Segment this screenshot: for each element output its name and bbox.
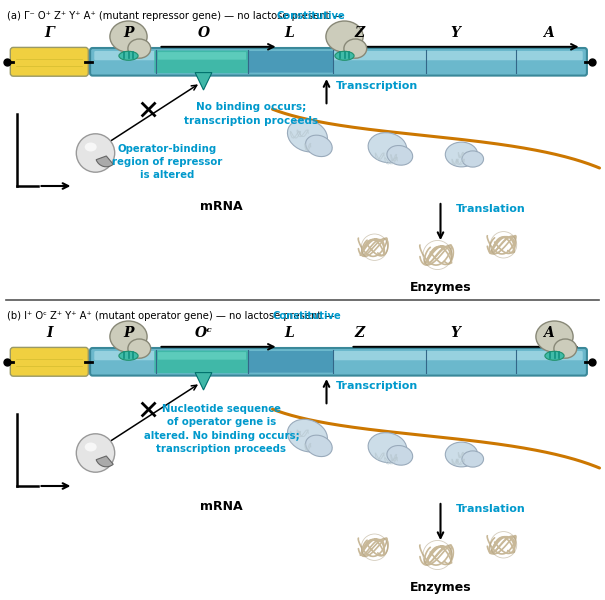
Wedge shape: [96, 156, 113, 167]
Text: Enzymes: Enzymes: [410, 581, 471, 595]
Text: Nucleotide sequence
of operator gene is
altered. No binding occurs;
transcriptio: Nucleotide sequence of operator gene is …: [143, 404, 299, 454]
Text: A: A: [543, 326, 554, 340]
Ellipse shape: [287, 119, 327, 152]
FancyBboxPatch shape: [158, 352, 246, 359]
Text: Y: Y: [451, 26, 460, 40]
FancyBboxPatch shape: [94, 351, 583, 360]
Ellipse shape: [462, 451, 483, 467]
Ellipse shape: [335, 52, 354, 61]
Text: Y: Y: [451, 326, 460, 340]
Text: Γ: Γ: [44, 26, 54, 40]
Text: Z: Z: [355, 26, 365, 40]
Text: P: P: [123, 326, 134, 340]
FancyBboxPatch shape: [154, 50, 250, 73]
Wedge shape: [96, 456, 113, 467]
Text: A: A: [543, 26, 554, 40]
Ellipse shape: [110, 21, 147, 52]
Text: I: I: [46, 326, 53, 340]
Text: (b) I⁺ Oᶜ Z⁺ Y⁺ A⁺ (mutant operator gene) — no lactose present —: (b) I⁺ Oᶜ Z⁺ Y⁺ A⁺ (mutant operator gene…: [7, 311, 338, 321]
Ellipse shape: [554, 339, 577, 358]
FancyBboxPatch shape: [248, 351, 333, 373]
Text: L: L: [284, 326, 294, 340]
FancyBboxPatch shape: [154, 350, 250, 373]
Ellipse shape: [536, 321, 573, 352]
FancyBboxPatch shape: [90, 48, 587, 76]
Ellipse shape: [445, 142, 478, 167]
Text: Translation: Translation: [456, 204, 525, 214]
Ellipse shape: [545, 352, 564, 360]
Circle shape: [76, 434, 115, 472]
FancyBboxPatch shape: [158, 52, 246, 59]
Text: (a) Γ⁻ O⁺ Z⁺ Y⁺ A⁺ (mutant repressor gene) — no lactose present —: (a) Γ⁻ O⁺ Z⁺ Y⁺ A⁺ (mutant repressor gen…: [7, 11, 346, 21]
Text: Operator-binding
region of repressor
is altered: Operator-binding region of repressor is …: [113, 144, 223, 180]
Ellipse shape: [85, 442, 97, 451]
Ellipse shape: [306, 435, 332, 457]
Text: Constitutive: Constitutive: [272, 311, 341, 321]
Text: O: O: [197, 26, 209, 40]
Text: No binding occurs;
transcription proceeds: No binding occurs; transcription proceed…: [185, 103, 319, 125]
Ellipse shape: [462, 151, 483, 167]
Text: Constitutive: Constitutive: [276, 11, 345, 21]
Ellipse shape: [287, 419, 327, 452]
Ellipse shape: [387, 146, 413, 165]
Text: mRNA: mRNA: [200, 200, 243, 214]
Ellipse shape: [326, 21, 363, 52]
Text: Transcription: Transcription: [336, 82, 417, 91]
Ellipse shape: [387, 446, 413, 465]
Circle shape: [76, 134, 115, 172]
Text: Oᶜ: Oᶜ: [194, 326, 212, 340]
Ellipse shape: [306, 135, 332, 157]
Ellipse shape: [368, 433, 407, 463]
FancyBboxPatch shape: [248, 51, 333, 73]
Ellipse shape: [344, 39, 367, 58]
Ellipse shape: [110, 321, 147, 352]
FancyBboxPatch shape: [90, 348, 587, 376]
Ellipse shape: [128, 39, 151, 58]
Text: P: P: [123, 26, 134, 40]
Text: mRNA: mRNA: [200, 500, 243, 514]
FancyBboxPatch shape: [10, 347, 88, 376]
Ellipse shape: [128, 339, 151, 358]
Text: L: L: [284, 26, 294, 40]
FancyBboxPatch shape: [94, 51, 583, 60]
Ellipse shape: [368, 133, 407, 163]
Polygon shape: [195, 373, 212, 390]
FancyBboxPatch shape: [10, 47, 88, 76]
Polygon shape: [195, 73, 212, 90]
Text: Enzymes: Enzymes: [410, 281, 471, 295]
Ellipse shape: [85, 142, 97, 151]
Ellipse shape: [119, 352, 138, 360]
Ellipse shape: [119, 52, 138, 61]
Text: Z: Z: [355, 326, 365, 340]
Ellipse shape: [445, 442, 478, 467]
Text: Transcription: Transcription: [336, 382, 417, 391]
Text: Translation: Translation: [456, 504, 525, 514]
